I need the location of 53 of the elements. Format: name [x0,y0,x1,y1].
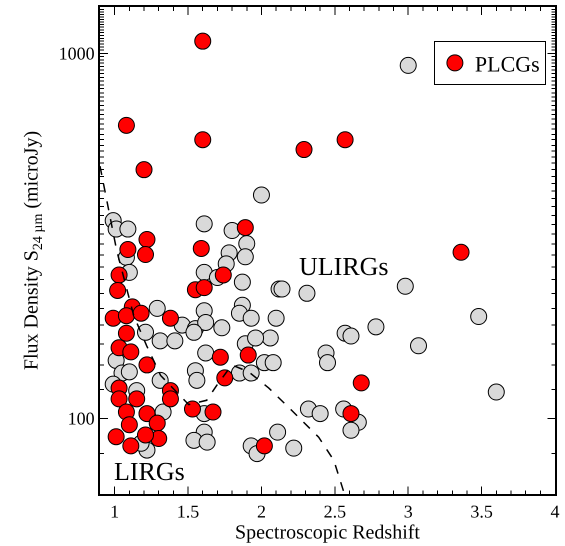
point [148,414,166,432]
x-tick-label: 3 [404,501,413,522]
point [296,141,313,158]
legend-label: PLCGs [474,51,540,76]
point [150,430,168,448]
y-tick-label: 1000 [58,44,95,64]
point [162,310,179,327]
point [336,131,354,148]
point [110,390,128,408]
point [216,369,234,386]
point [212,348,229,366]
point [132,304,150,322]
x-tick-label: 2.5 [324,501,346,522]
annotation: ULIRGs [299,252,389,281]
point [122,343,140,360]
x-axis-title: Spectroscopic Redshift [235,521,420,544]
point [452,244,470,261]
point [184,400,201,418]
point [194,32,212,50]
point [352,374,370,392]
x-tick-label: 1 [110,501,120,522]
x-tick-label: 4 [550,501,560,522]
point [196,279,213,296]
y-tick-label: 100 [68,408,95,429]
point [138,405,156,422]
point [110,266,128,284]
x-tick-label: 1.5 [176,501,200,522]
point [128,390,146,408]
point [256,437,273,454]
point [108,428,125,446]
point [240,346,257,364]
point [236,219,254,236]
point [118,307,135,324]
point [214,266,232,284]
point [192,240,210,257]
point [120,416,138,434]
point [122,437,140,454]
point [136,161,153,178]
point [137,246,154,264]
point [204,404,222,421]
point [109,282,126,299]
point [137,426,154,444]
x-tick-label: 3.5 [470,501,493,522]
point [162,390,179,408]
point [138,230,156,248]
x-tick-label: 2 [256,501,266,522]
point [138,356,156,374]
point [118,116,135,134]
annotation: LIRGs [114,457,185,486]
point [119,241,136,258]
point [194,131,212,148]
point [118,324,135,342]
point [342,405,360,422]
